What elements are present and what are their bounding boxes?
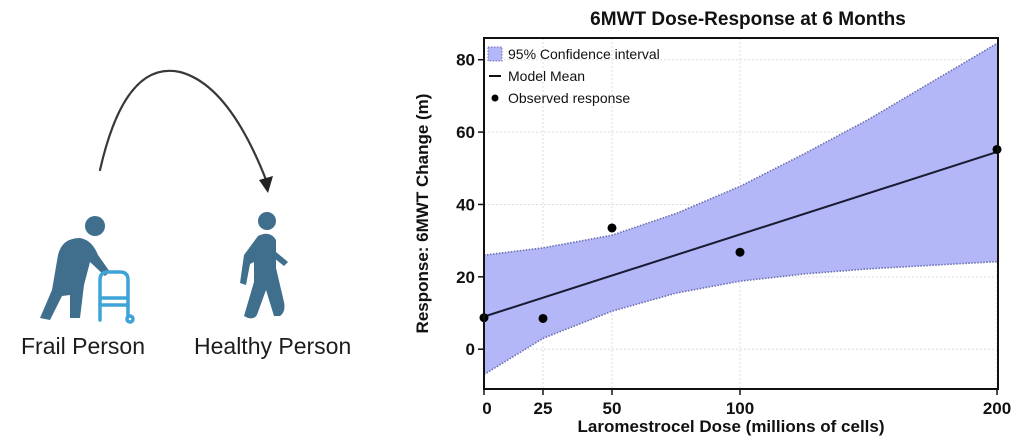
illustration-panel: Frail Person Healthy Person <box>0 0 400 439</box>
healthy-person-label: Healthy Person <box>194 333 352 359</box>
y-axis-label: Response: 6MWT Change (m) <box>413 94 432 334</box>
observed-point <box>607 223 617 233</box>
person-with-walker-icon <box>40 216 135 324</box>
confidence-band <box>484 43 997 375</box>
y-tick-label: 40 <box>456 195 475 214</box>
x-axis-label: Laromestrocel Dose (millions of cells) <box>577 417 884 436</box>
observed-point <box>735 247 745 257</box>
plot-frame <box>483 37 999 390</box>
legend: 95% Confidence interval Model Mean Observe… <box>487 46 660 106</box>
y-tick-label: 0 <box>466 340 475 359</box>
x-tick-label: 0 <box>482 399 491 418</box>
confidence-band-layer <box>483 42 998 376</box>
confidence-lower-edge <box>483 260 998 376</box>
y-tick-label: 20 <box>456 268 475 287</box>
x-tick-label: 100 <box>726 399 754 418</box>
illustration-svg <box>40 69 288 324</box>
frail-person-label: Frail Person <box>21 333 145 359</box>
x-tick-label: 50 <box>603 399 622 418</box>
model-mean-line <box>483 151 998 318</box>
legend-dot-swatch <box>491 94 499 102</box>
y-tick-label: 80 <box>456 51 475 70</box>
chart: 6MWT Dose-Response at 6 Months 0 25 50 100 2… <box>413 9 1011 436</box>
walking-person-icon <box>240 212 288 319</box>
legend-label: Observed response <box>508 90 630 106</box>
legend-label: Model Mean <box>508 68 585 84</box>
y-axis: 0 20 40 60 80 <box>456 51 484 359</box>
chart-title: 6MWT Dose-Response at 6 Months <box>590 9 906 30</box>
curved-arrow-icon <box>98 69 273 193</box>
legend-band-swatch <box>487 46 503 62</box>
model-line-layer <box>483 151 998 318</box>
y-tick-label: 60 <box>456 123 475 142</box>
legend-label: 95% Confidence interval <box>508 46 660 62</box>
x-axis: 0 25 50 100 200 <box>482 389 1011 418</box>
x-tick-label: 25 <box>534 399 553 418</box>
observed-point <box>538 313 548 323</box>
x-tick-label: 200 <box>983 399 1011 418</box>
